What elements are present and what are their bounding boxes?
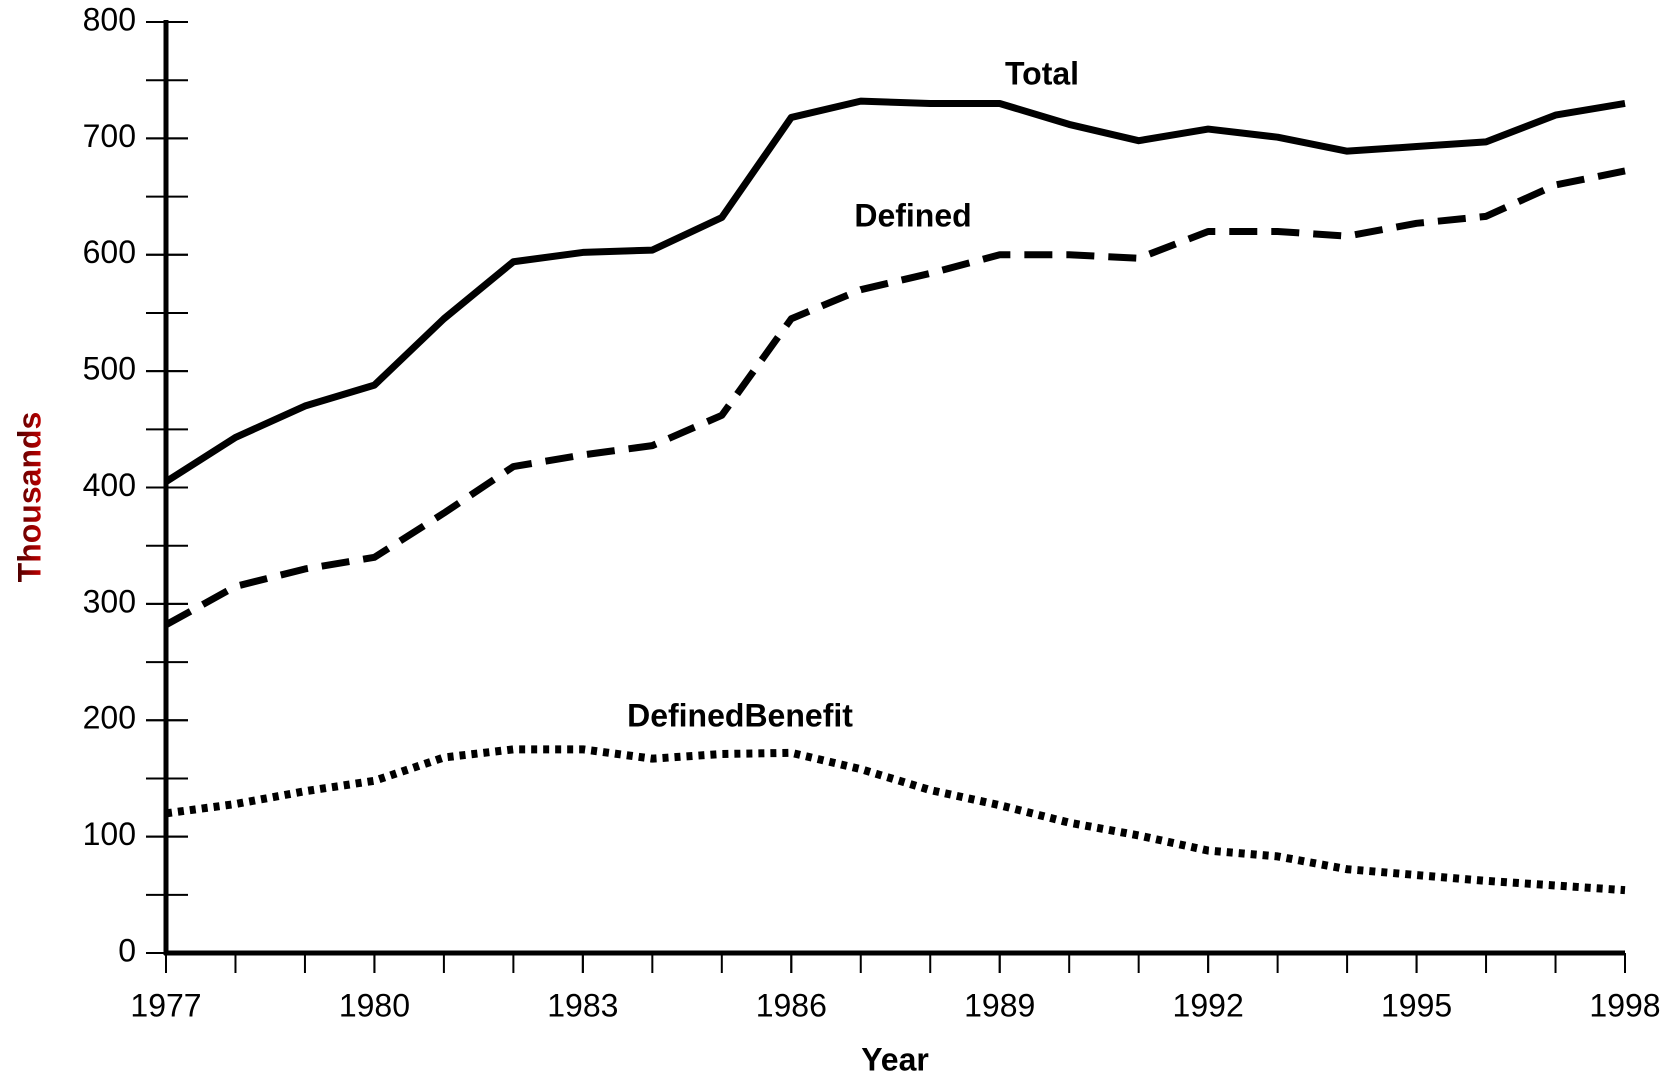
y-tick-label: 200 xyxy=(83,700,136,736)
x-tick-label: 1998 xyxy=(1589,987,1660,1023)
y-tick-label: 100 xyxy=(83,816,136,852)
y-tick-label: 700 xyxy=(83,118,136,154)
x-tick-label: 1983 xyxy=(547,987,618,1023)
series-label: Total xyxy=(1005,55,1079,91)
x-tick-label: 1992 xyxy=(1173,987,1244,1023)
y-tick-label: 0 xyxy=(118,932,136,968)
y-tick-label: 300 xyxy=(83,583,136,619)
x-tick-label: 1995 xyxy=(1381,987,1452,1023)
x-tick-label: 1980 xyxy=(339,987,410,1023)
series-label: DefinedBenefit xyxy=(627,697,853,733)
x-tick-label: 1989 xyxy=(964,987,1035,1023)
data-line xyxy=(165,745,1626,895)
y-tick-label: 800 xyxy=(83,1,136,37)
y-tick-label: 600 xyxy=(83,234,136,270)
y-axis-label: Thousands xyxy=(11,412,47,583)
x-tick-label: 1977 xyxy=(130,987,201,1023)
x-axis-label: Year xyxy=(861,1041,929,1077)
data-line xyxy=(164,97,1626,485)
series-label: Defined xyxy=(854,197,971,233)
y-tick-label: 500 xyxy=(83,351,136,387)
x-tick-label: 1986 xyxy=(756,987,827,1023)
data-line xyxy=(164,167,1626,628)
y-tick-label: 400 xyxy=(83,467,136,503)
